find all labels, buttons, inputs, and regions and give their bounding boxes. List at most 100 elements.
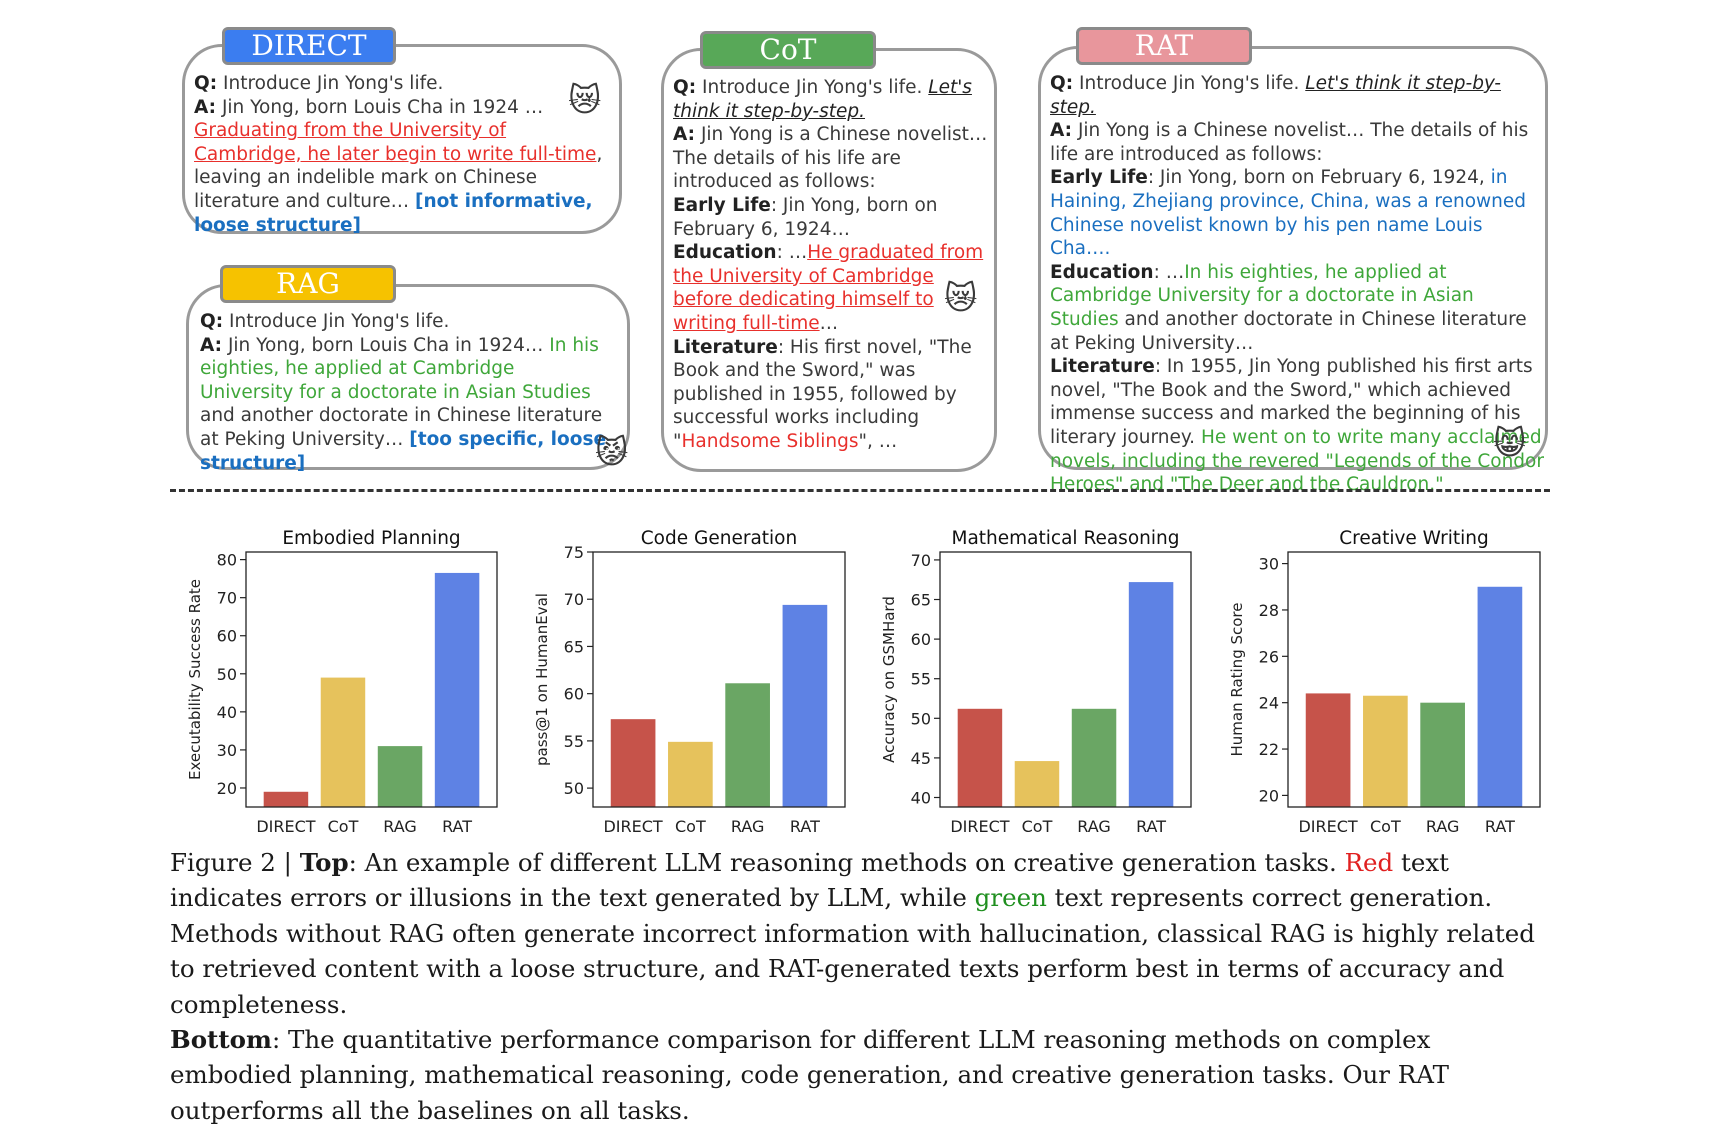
- bar-direct: [1305, 693, 1351, 807]
- bar-charts: DIRECT CoT RAG RAT 20 30 40 50 60 70 80 Embodied Pl…: [186, 528, 1541, 836]
- answer-intro: Jin Yong is a Chinese novelist… The deta…: [1050, 120, 1529, 165]
- y-tick-label: 70: [564, 590, 584, 609]
- y-axis-label: Executability Success Rate: [186, 579, 204, 780]
- chart-title: Creative Writing: [1339, 528, 1489, 549]
- x-tick-label: CoT: [328, 817, 359, 836]
- bar-rat: [1128, 582, 1174, 807]
- x-tick-label: RAT: [1485, 817, 1515, 836]
- bottom-label: Bottom: [170, 1025, 272, 1055]
- red-word: Red: [1344, 848, 1394, 877]
- bar-rag: [1420, 702, 1465, 807]
- y-tick-label: 40: [217, 703, 237, 722]
- x-tick-label: RAG: [731, 817, 765, 836]
- annotation-note: [too specific, loose structure]: [200, 428, 606, 474]
- x-tick-label: RAT: [442, 817, 472, 836]
- mid-text: text indicates errors or illusions in th…: [170, 848, 1450, 913]
- bar-cot: [668, 741, 713, 807]
- y-tick-label: 70: [911, 551, 931, 570]
- y-tick-label: 60: [217, 627, 237, 646]
- prompt: Let's think it step-by-step.: [1050, 73, 1501, 118]
- y-tick-label: 30: [217, 741, 237, 760]
- rat-tag: RAT: [1076, 27, 1252, 65]
- fig-label: Figure 2 |: [170, 848, 300, 877]
- early-text: : Jin Yong, born on February 6, 1924,: [1147, 167, 1485, 189]
- x-tick-label: RAG: [383, 817, 417, 836]
- y-tick-label: 45: [911, 749, 931, 768]
- edu-suffix: …: [819, 312, 839, 334]
- plot-frame: [592, 551, 846, 808]
- early-text: : Jin Yong, born on February 6, 1924…: [673, 194, 938, 240]
- y-tick-label: 40: [911, 788, 931, 807]
- bar-rag: [377, 746, 423, 807]
- x-tick-label: DIRECT: [603, 817, 662, 836]
- q-label: Q:: [673, 77, 697, 98]
- early-label: Early Life: [1050, 167, 1148, 189]
- x-tick-label: RAT: [1136, 817, 1166, 836]
- lit-error: Handsome Siblings: [681, 430, 859, 452]
- after-correct: and another doctorate in Chinese literat…: [200, 405, 603, 450]
- x-tick-label: CoT: [1370, 817, 1401, 836]
- rag-panel: [186, 284, 630, 470]
- chart-title: Code Generation: [641, 528, 797, 549]
- x-tick-label: DIRECT: [256, 817, 315, 836]
- y-tick-label: 20: [1259, 786, 1279, 805]
- y-axis-label: Human Rating Score: [1228, 602, 1246, 756]
- answer-intro: Jin Yong is a Chinese novelist… The deta…: [673, 124, 988, 193]
- error-text: Graduating from the University of Cambri…: [194, 120, 597, 165]
- x-tick-label: CoT: [1022, 817, 1053, 836]
- q-label: Q:: [200, 311, 224, 332]
- y-tick-label: 65: [564, 637, 584, 656]
- annotation-note: [not informative, loose structure]: [194, 190, 593, 236]
- bar-cot: [320, 677, 366, 807]
- a-label: A:: [194, 96, 217, 118]
- bar-rat: [1477, 586, 1523, 807]
- edu-green: In his eighties, he applied at Cambridge…: [1050, 261, 1474, 330]
- x-tick-label: RAT: [790, 817, 820, 836]
- x-tick-label: CoT: [675, 817, 706, 836]
- bar-direct: [957, 708, 1003, 807]
- question: Introduce Jin Yong's life.: [229, 311, 450, 332]
- after-green: text represents correct generation. Meth…: [170, 883, 1535, 1019]
- edu-label: Education: [1050, 261, 1154, 283]
- prompt: Let's think it step-by-step.: [673, 77, 972, 122]
- crying-cat-icon: 😿: [568, 81, 602, 119]
- answer-intro: Jin Yong, born Louis Cha in 1924…: [227, 334, 544, 356]
- edu-prefix: : …: [776, 242, 808, 264]
- grinning-cat-icon: 😸: [1493, 424, 1527, 462]
- a-label: A:: [673, 124, 696, 146]
- lit-text: : His first novel, "The Book and the Swo…: [673, 336, 972, 452]
- y-tick-label: 70: [217, 589, 237, 608]
- bar-rat: [782, 604, 828, 807]
- y-tick-label: 20: [217, 779, 237, 798]
- top-label: Top: [299, 848, 349, 877]
- y-axis-label: pass@1 on HumanEval: [533, 593, 551, 766]
- rag-text: Q: Introduce Jin Yong's life. A: Jin Yon…: [200, 310, 612, 475]
- chart-title: Mathematical Reasoning: [952, 528, 1180, 549]
- y-tick-label: 60: [911, 630, 931, 649]
- x-tick-label: DIRECT: [950, 817, 1009, 836]
- direct-panel: [182, 44, 622, 234]
- early-label: Early Life: [673, 194, 771, 216]
- plot-frame: [245, 551, 498, 808]
- rag-tag: RAG: [220, 265, 396, 303]
- cot-tag: CoT: [700, 31, 876, 69]
- q-label: Q:: [194, 73, 218, 94]
- lit-label: Literature: [673, 336, 778, 358]
- edu-error: He graduated from the University of Camb…: [673, 242, 984, 334]
- q-label: Q:: [1050, 73, 1074, 94]
- a-label: A:: [200, 334, 223, 356]
- question: Introduce Jin Yong's life.: [223, 73, 444, 94]
- y-tick-label: 50: [564, 779, 584, 798]
- direct-text: Q: Introduce Jin Yong's life. A: Jin Yon…: [194, 72, 614, 237]
- y-tick-label: 26: [1259, 647, 1279, 666]
- lit-text: : In 1955, Jin Yong published his first …: [1050, 356, 1533, 448]
- cot-text: Q: Introduce Jin Yong's life. Let's thin…: [673, 76, 991, 454]
- y-tick-label: 55: [911, 670, 931, 689]
- y-tick-label: 50: [217, 665, 237, 684]
- y-tick-label: 28: [1259, 601, 1279, 620]
- plot-frame: [1287, 551, 1541, 808]
- bar-rag: [1071, 708, 1117, 807]
- question: Introduce Jin Yong's life.: [702, 77, 923, 98]
- bar-rat: [434, 572, 480, 807]
- correct-text: In his eighties, he applied at Cambridge…: [200, 334, 599, 403]
